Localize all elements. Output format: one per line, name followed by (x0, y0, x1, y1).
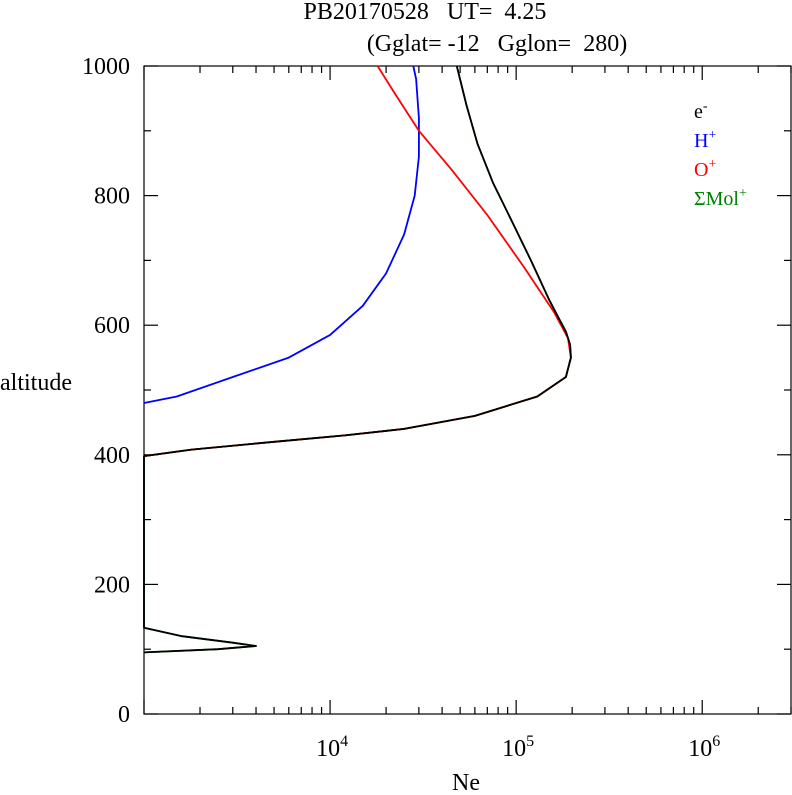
legend-name: O (694, 159, 708, 181)
x-tick-label-exponent: 5 (526, 733, 534, 750)
series-line-o (143, 65, 572, 457)
legend-prefix: Σ (694, 188, 706, 210)
legend-entry-e: e- (694, 99, 708, 123)
y-tick-label: 600 (94, 313, 130, 339)
x-tick-label-base: 10 (502, 736, 526, 762)
x-tick-label-base: 10 (688, 736, 712, 762)
y-tick-label: 200 (94, 572, 130, 598)
legend-superscript: + (708, 128, 716, 143)
chart-title-line1: PB20170528 UT= 4.25 (304, 0, 547, 25)
legend-entry-h: H+ (694, 128, 716, 152)
legend-name: e (694, 101, 703, 123)
x-tick-label: 105 (502, 733, 534, 762)
y-tick-label: 0 (118, 702, 130, 728)
x-tick-label-exponent: 6 (712, 733, 720, 750)
chart-title-line2: (Gglat= -12 Gglon= 280) (367, 31, 627, 57)
legend-name: Mol (706, 188, 740, 210)
x-tick-label: 106 (688, 733, 720, 762)
x-axis: 104 105 106 (143, 66, 792, 762)
y-axis-label: altitude (0, 370, 72, 396)
series-line-h (143, 65, 420, 404)
legend-superscript: + (739, 186, 747, 201)
y-tick-label: 800 (94, 184, 130, 210)
series-line-mol (143, 65, 572, 654)
legend-entry-o: O+ (694, 157, 716, 181)
x-tick-label: 104 (316, 733, 348, 762)
x-tick-label-exponent: 4 (340, 733, 348, 750)
x-axis-label: Ne (452, 770, 480, 795)
legend-superscript: - (703, 99, 708, 114)
series-layer (143, 65, 572, 654)
y-tick-label: 1000 (82, 54, 130, 80)
y-tick-label: 400 (94, 443, 130, 469)
x-tick-label-base: 10 (316, 736, 340, 762)
legend-name: H (694, 130, 708, 152)
legend: e-H+O+ΣMol+ (694, 99, 747, 210)
legend-superscript: + (708, 157, 716, 172)
legend-entry-mol: ΣMol+ (694, 186, 747, 210)
series-line-e (143, 65, 572, 654)
y-axis: 0 200 400 600 800 1000 (82, 54, 791, 728)
